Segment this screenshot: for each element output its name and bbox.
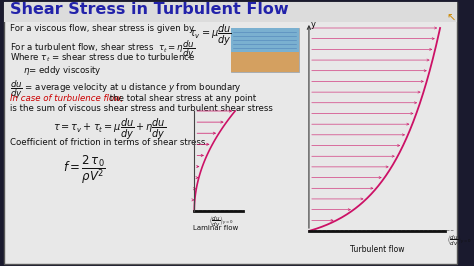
Text: y: y [311, 20, 316, 29]
Text: $\left(\dfrac{du}{dv}\right)_{y=0}$: $\left(\dfrac{du}{dv}\right)_{y=0}$ [210, 214, 234, 228]
Text: For a viscous flow, shear stress is given by: For a viscous flow, shear stress is give… [9, 24, 194, 33]
Bar [231, 52, 299, 72]
Text: Coefficient of friction in terms of shear stress: Coefficient of friction in terms of shea… [9, 138, 205, 147]
Text: $\left(\dfrac{du}{dv}\right)_{y=0}$: $\left(\dfrac{du}{dv}\right)_{y=0}$ [447, 233, 471, 247]
Text: $\tau_v = \mu\dfrac{du}{dy}$: $\tau_v = \mu\dfrac{du}{dy}$ [190, 23, 232, 48]
Bar [4, 2, 456, 22]
Text: For a turbulent flow, shear stress  $\tau_t = \eta\dfrac{du}{dy}$: For a turbulent flow, shear stress $\tau… [9, 38, 195, 61]
Text: ↖: ↖ [447, 14, 456, 24]
Text: $\tau = \tau_v + \tau_t = \mu\dfrac{du}{dy} + \eta\dfrac{du}{dy}$: $\tau = \tau_v + \tau_t = \mu\dfrac{du}{… [54, 117, 166, 142]
Text: $\dfrac{du}{dy}$ = average velocity at u distance $y$ from boundary: $\dfrac{du}{dy}$ = average velocity at u… [9, 78, 242, 101]
Bar [231, 28, 299, 52]
Text: $f = \dfrac{2\,\tau_0}{\rho V^2}$: $f = \dfrac{2\,\tau_0}{\rho V^2}$ [63, 153, 106, 186]
Text: Where $\tau_t$ = shear stress due to turbulence: Where $\tau_t$ = shear stress due to tur… [9, 52, 195, 64]
Text: In case of turbulence flow,: In case of turbulence flow, [9, 94, 123, 103]
Text: the total shear stress at any point: the total shear stress at any point [107, 94, 256, 103]
Text: Laminar flow: Laminar flow [193, 225, 238, 231]
Text: Shear Stress in Turbulent Flow: Shear Stress in Turbulent Flow [9, 2, 288, 17]
Text: Turbulent flow: Turbulent flow [350, 245, 404, 254]
Text: is the sum of viscous shear stress and turbulent shear stress: is the sum of viscous shear stress and t… [9, 104, 273, 113]
Text: $\eta$= eddy viscosity: $\eta$= eddy viscosity [23, 64, 102, 77]
Bar [231, 28, 299, 72]
